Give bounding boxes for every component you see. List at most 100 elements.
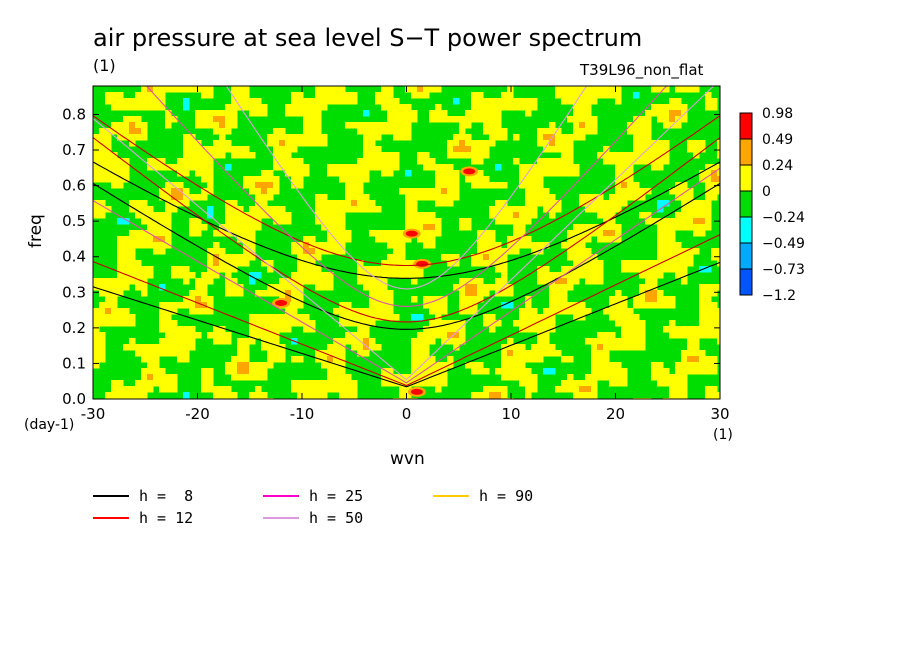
heatmap-cell bbox=[693, 362, 700, 369]
heatmap-cell bbox=[717, 248, 720, 255]
heatmap-cell bbox=[291, 284, 298, 291]
heatmap-cell bbox=[375, 152, 382, 159]
heatmap-cell bbox=[585, 260, 592, 267]
heatmap-cell bbox=[411, 188, 418, 195]
heatmap-cell bbox=[495, 122, 502, 129]
heatmap-cell bbox=[495, 98, 502, 105]
heatmap-cell bbox=[255, 212, 262, 219]
heatmap-cell bbox=[441, 296, 448, 303]
heatmap-cell bbox=[387, 242, 394, 249]
heatmap-cell bbox=[663, 230, 670, 237]
heatmap-cell bbox=[303, 98, 310, 105]
heatmap-cell bbox=[219, 140, 226, 147]
heatmap-cell bbox=[477, 158, 484, 165]
heatmap-cell bbox=[705, 368, 712, 375]
heatmap-cell bbox=[417, 266, 424, 273]
heatmap-cell bbox=[459, 218, 466, 225]
heatmap-cell bbox=[381, 272, 388, 279]
heatmap-cell bbox=[171, 320, 178, 327]
heatmap-cell bbox=[297, 386, 304, 393]
heatmap-cell bbox=[225, 212, 232, 219]
heatmap-cell bbox=[357, 344, 364, 351]
heatmap-cell bbox=[477, 248, 484, 255]
heatmap-cell bbox=[543, 338, 550, 345]
heatmap-cell bbox=[567, 272, 574, 279]
heatmap-cell bbox=[645, 152, 652, 159]
heatmap-cell bbox=[543, 368, 550, 375]
heatmap-cell bbox=[645, 212, 652, 219]
y-tick-label: 0.7 bbox=[62, 141, 86, 159]
heatmap-cell bbox=[693, 350, 700, 357]
heatmap-cell bbox=[219, 386, 226, 393]
heatmap-cell bbox=[231, 122, 238, 129]
heatmap-cell bbox=[327, 356, 334, 363]
heatmap-cell bbox=[387, 98, 394, 105]
heatmap-cell bbox=[207, 260, 214, 267]
heatmap-cell bbox=[111, 164, 118, 171]
heatmap-cell bbox=[573, 308, 580, 315]
heatmap-cell bbox=[147, 386, 154, 393]
heatmap-cell bbox=[675, 362, 682, 369]
heatmap-cell bbox=[477, 368, 484, 375]
heatmap-cell bbox=[663, 110, 670, 117]
heatmap-cell bbox=[465, 278, 472, 285]
heatmap-cell bbox=[657, 104, 664, 111]
heatmap-cell bbox=[315, 206, 322, 213]
heatmap-cell bbox=[609, 332, 616, 339]
heatmap-cell bbox=[189, 308, 196, 315]
heatmap-cell bbox=[315, 98, 322, 105]
heatmap-cell bbox=[537, 128, 544, 135]
heatmap-cell bbox=[441, 374, 448, 381]
heatmap-cell bbox=[297, 392, 304, 399]
heatmap-cell bbox=[489, 242, 496, 249]
heatmap-cell bbox=[453, 344, 460, 351]
heatmap-cell bbox=[531, 314, 538, 321]
heatmap-cell bbox=[423, 92, 430, 99]
heatmap-cell bbox=[519, 176, 526, 183]
heatmap-cell bbox=[243, 368, 250, 375]
heatmap-cell bbox=[711, 356, 718, 363]
heatmap-cell bbox=[525, 386, 532, 393]
heatmap-cell bbox=[369, 164, 376, 171]
heatmap-cell bbox=[591, 272, 598, 279]
colorbar-label: −0.24 bbox=[762, 210, 805, 226]
heatmap-cell bbox=[429, 302, 436, 309]
heatmap-cell bbox=[519, 242, 526, 249]
dispersion-curve bbox=[93, 115, 720, 267]
heatmap-cell bbox=[627, 158, 634, 165]
heatmap-cell bbox=[201, 374, 208, 381]
heatmap-cell bbox=[615, 296, 622, 303]
heatmap-cell bbox=[111, 296, 118, 303]
heatmap-cell bbox=[159, 308, 166, 315]
heatmap-cell bbox=[315, 128, 322, 135]
heatmap-cell bbox=[111, 152, 118, 159]
heatmap-cell bbox=[195, 170, 202, 177]
heatmap-cell bbox=[513, 230, 520, 237]
heatmap-cell bbox=[459, 302, 466, 309]
heatmap-cell bbox=[321, 362, 328, 369]
heatmap-cell bbox=[249, 326, 256, 333]
heatmap-cell bbox=[105, 140, 112, 147]
heatmap-cell bbox=[261, 362, 268, 369]
heatmap-cell bbox=[375, 98, 382, 105]
heatmap-cell bbox=[279, 350, 286, 357]
heatmap-cell bbox=[579, 116, 586, 123]
heatmap-cell bbox=[183, 194, 190, 201]
heatmap-cell bbox=[129, 98, 136, 105]
heatmap-cell bbox=[141, 230, 148, 237]
heatmap-cell bbox=[183, 272, 190, 279]
heatmap-cell bbox=[537, 134, 544, 141]
heatmap-cell bbox=[105, 176, 112, 183]
heatmap-cell bbox=[237, 374, 244, 381]
heatmap-cell bbox=[99, 284, 106, 291]
heatmap-cell bbox=[447, 176, 454, 183]
heatmap-cell bbox=[579, 386, 586, 393]
heatmap-cell bbox=[609, 212, 616, 219]
heatmap-cell bbox=[129, 272, 136, 279]
heatmap-cell bbox=[387, 128, 394, 135]
heatmap-cell bbox=[597, 152, 604, 159]
heatmap-cell bbox=[213, 110, 220, 117]
heatmap-cell bbox=[135, 206, 142, 213]
heatmap-cell bbox=[153, 356, 160, 363]
heatmap-cell bbox=[321, 248, 328, 255]
